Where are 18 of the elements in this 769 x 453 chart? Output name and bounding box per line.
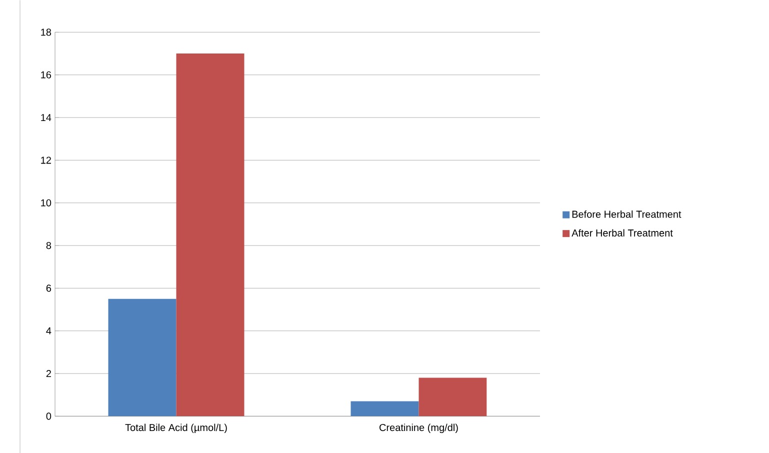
y-tick-label: 18 <box>41 28 52 36</box>
legend-label: After Herbal Treatment <box>572 229 673 236</box>
bar <box>108 298 176 416</box>
y-tick-label: 6 <box>46 284 52 292</box>
legend-label: Before Herbal Treatment <box>572 210 682 218</box>
y-tick-label: 8 <box>46 242 52 249</box>
y-tick-label: 16 <box>41 71 52 78</box>
y-tick-label: 2 <box>46 370 51 377</box>
y-tick-label: 4 <box>46 327 52 334</box>
y-tick-label: 12 <box>41 156 51 164</box>
y-tick-label: 14 <box>41 114 52 121</box>
x-tick-label: Total Bile Acid (µmol/L) <box>125 424 227 433</box>
bar <box>176 53 244 416</box>
bar <box>418 378 487 416</box>
y-tick-label: 10 <box>41 199 52 206</box>
x-tick-label: Creatinine (mg/dl) <box>380 424 458 433</box>
bar <box>350 401 419 416</box>
y-tick-label: 0 <box>46 412 52 420</box>
